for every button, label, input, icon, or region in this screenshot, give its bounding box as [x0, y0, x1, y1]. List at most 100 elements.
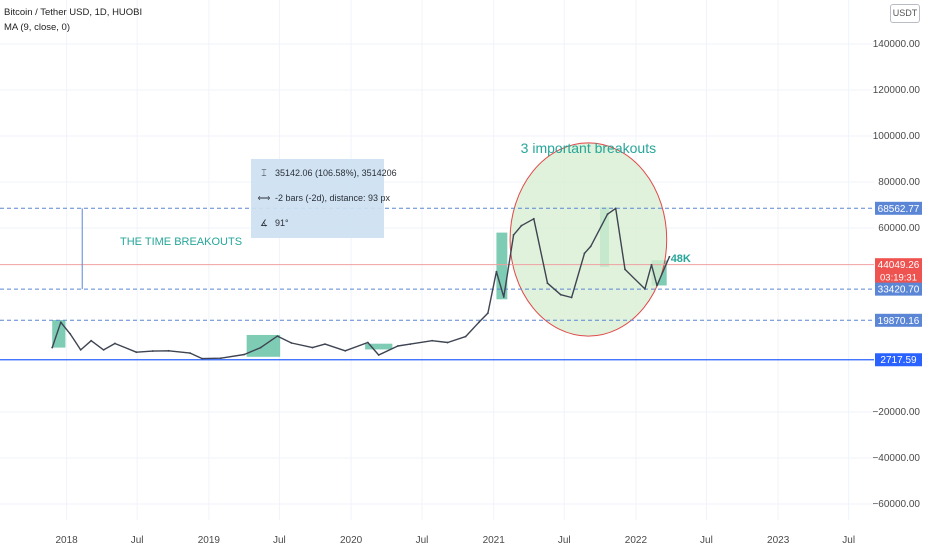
price-point [486, 312, 489, 314]
price-point [201, 357, 204, 360]
price-point [656, 284, 658, 287]
price-point [79, 349, 82, 351]
price-point [135, 351, 138, 354]
y-tick-label: 60000.00 [878, 223, 920, 234]
price-range-icon: ⌶ [261, 169, 267, 179]
breakout-circle-layer [509, 142, 668, 337]
price-point [311, 346, 314, 349]
price-point [102, 349, 105, 351]
y-tick-label: −40000.00 [872, 453, 920, 464]
price-point [650, 263, 653, 266]
x-tick-label: Jul [842, 535, 855, 546]
x-tick-label: Jul [131, 535, 144, 546]
price-point [51, 346, 54, 349]
level-label-bg [875, 282, 922, 296]
price-range-text: 35142.06 (106.58%), 3514206 [275, 168, 397, 178]
price-point [90, 339, 93, 342]
level-label: 19870.16 [878, 316, 920, 327]
price-point [409, 343, 412, 346]
price-point [366, 341, 369, 344]
bars-range-text: -2 bars (-2d), distance: 93 px [275, 193, 391, 203]
price-point [495, 270, 498, 273]
price-point [624, 268, 626, 271]
y-tick-label: −20000.00 [872, 407, 920, 418]
price-point [189, 352, 192, 355]
angle-row: ∡ 91° [257, 216, 289, 230]
price-line [51, 207, 671, 360]
price-point [243, 353, 246, 356]
bars-range-icon: ⟺ [257, 194, 271, 204]
x-axis: 2018 Jul 2019 Jul 2020 Jul 2021 Jul 2022 Jul 2023 J… [56, 535, 856, 546]
level-label-bg [875, 313, 922, 327]
y-tick-label: 80000.00 [878, 177, 920, 188]
y-tick-label: 140000.00 [873, 39, 921, 50]
price-point [643, 288, 646, 290]
price-point [344, 349, 347, 352]
price-point [589, 245, 592, 248]
price-point [377, 354, 380, 356]
price-point [276, 335, 279, 337]
angle-icon: ∡ [259, 219, 269, 229]
price-point [512, 234, 515, 236]
level-label: 2717.59 [880, 355, 917, 366]
price-point [167, 349, 170, 352]
price-point [324, 343, 326, 346]
x-tick-label: 2018 [56, 535, 79, 546]
price-point [532, 217, 535, 220]
y-tick-label: 120000.00 [873, 85, 921, 96]
level-label-bg [875, 258, 922, 285]
price-point [668, 255, 671, 258]
x-tick-label: 2022 [625, 535, 648, 546]
measure-tooltip: ⌶ 35142.06 (106.58%), 3514206 ⟺ -2 bars (-… [251, 159, 397, 238]
x-tick-label: Jul [273, 535, 286, 546]
price-point [290, 342, 293, 344]
price-point [259, 346, 262, 349]
price-series [51, 207, 671, 360]
price-point [570, 296, 573, 299]
level-label: 33420.70 [878, 285, 920, 296]
price-point [446, 341, 449, 344]
price-point [114, 342, 116, 345]
important-breakouts-label: 3 important breakouts [521, 140, 656, 156]
highlight-box [365, 343, 393, 350]
price-point [464, 335, 467, 338]
price-point [151, 350, 154, 352]
price-point [431, 339, 434, 342]
x-tick-label: Jul [416, 535, 429, 546]
level-label: 44049.26 [878, 260, 920, 271]
x-tick-label: 2019 [198, 535, 221, 546]
price-point [606, 213, 609, 216]
grid [0, 0, 874, 520]
price-point [477, 321, 480, 324]
y-axis: 140000.00 120000.00 100000.00 80000.00 60000… [872, 39, 922, 510]
indicator-legend[interactable]: MA (9, close, 0) [4, 22, 70, 33]
breakout-circle [509, 142, 668, 337]
symbol-legend[interactable]: Bitcoin / Tether USD, 1D, HUOBI [4, 7, 143, 18]
price-point [546, 282, 549, 285]
y-tick-label: 100000.00 [873, 131, 921, 142]
level-label-bg [875, 201, 922, 215]
price-point [559, 293, 562, 296]
price-point [220, 357, 222, 360]
highlight-box [52, 320, 66, 348]
highlight-box [496, 232, 508, 300]
x-tick-label: Jul [558, 535, 571, 546]
price-point [502, 296, 505, 298]
price-point [396, 345, 399, 347]
bars-range-row: ⟺ -2 bars (-2d), distance: 93 px [257, 191, 391, 205]
x-tick-label: Jul [700, 535, 713, 546]
level-label: 68562.77 [878, 204, 920, 215]
angle-text: 91° [275, 218, 289, 228]
currency-button[interactable]: USDT [890, 4, 920, 23]
price-point [520, 224, 523, 227]
target-label: 48K [671, 253, 691, 265]
annotations: THE TIME BREAKOUTS 3 important breakouts 4… [120, 140, 691, 265]
price-range-row: ⌶ 35142.06 (106.58%), 3514206 [257, 166, 397, 180]
x-tick-label: 2020 [340, 535, 363, 546]
price-point [69, 332, 72, 335]
x-tick-label: 2021 [483, 535, 506, 546]
price-point [614, 207, 617, 210]
time-breakouts-label: THE TIME BREAKOUTS [120, 236, 242, 248]
